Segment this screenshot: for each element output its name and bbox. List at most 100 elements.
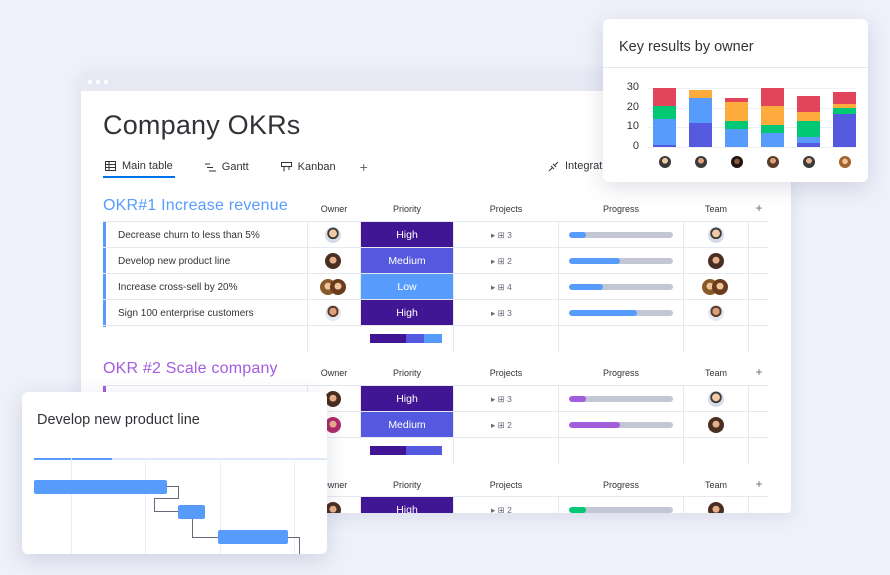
priority-summary-bar[interactable]	[370, 446, 442, 455]
owner-avatar[interactable]	[325, 305, 341, 321]
priority-status[interactable]: High	[361, 386, 453, 412]
bar-segment	[797, 111, 820, 122]
column-owner[interactable]: Owner	[320, 480, 348, 490]
team-avatar[interactable]	[708, 253, 724, 269]
owner-avatar[interactable]	[839, 156, 851, 168]
owner-avatar[interactable]	[325, 391, 341, 407]
column-projects[interactable]: Projects	[489, 480, 523, 490]
team-avatar[interactable]	[708, 227, 724, 243]
owner-avatar[interactable]	[659, 156, 671, 168]
cell-divider	[453, 386, 454, 413]
group-title[interactable]: OKR#1 Increase revenue	[103, 197, 288, 214]
priority-status[interactable]: High	[361, 497, 453, 513]
tab-kanban[interactable]: Kanban	[279, 156, 338, 178]
column-team[interactable]: Team	[704, 204, 728, 214]
projects-count[interactable]: ▸ ⊞ 4	[491, 282, 512, 292]
add-view-button[interactable]: +	[359, 159, 368, 175]
priority-status[interactable]: Medium	[361, 248, 453, 274]
group-title[interactable]: OKR #2 Scale company	[103, 360, 278, 377]
projects-value: 3	[507, 394, 512, 404]
integrate-button[interactable]: Integrat	[548, 160, 602, 172]
bar-segment	[689, 123, 712, 147]
column-priority[interactable]: Priority	[392, 204, 422, 214]
timeline-thumb[interactable]	[34, 458, 112, 460]
cell-divider	[748, 497, 749, 513]
group-color-bar	[103, 274, 106, 301]
projects-count[interactable]: ▸ ⊞ 3	[491, 394, 512, 404]
cell-divider	[683, 386, 684, 413]
table-row[interactable]: Increase cross-sell by 20% Low ▸ ⊞ 4	[103, 273, 768, 301]
column-priority[interactable]: Priority	[392, 368, 422, 378]
owner-avatar[interactable]	[325, 253, 341, 269]
tab-gantt[interactable]: Gantt	[203, 156, 251, 178]
add-column-button[interactable]: +	[755, 201, 763, 215]
owner-avatar[interactable]	[325, 417, 341, 433]
owner-avatar-group[interactable]	[320, 279, 346, 295]
cell-divider	[453, 248, 454, 275]
item-name[interactable]: Increase cross-sell by 20%	[118, 282, 238, 293]
priority-status[interactable]: Medium	[361, 412, 453, 438]
owner-avatar[interactable]	[695, 156, 707, 168]
table-row[interactable]: Medium ▸ ⊞ 2	[103, 411, 768, 439]
column-progress[interactable]: Progress	[602, 480, 640, 490]
owner-avatar[interactable]	[767, 156, 779, 168]
table-row[interactable]: High ▸ ⊞ 3	[103, 385, 768, 413]
tab-main-table[interactable]: Main table	[103, 156, 175, 178]
window-dot[interactable]	[104, 79, 108, 84]
column-priority[interactable]: Priority	[392, 480, 422, 490]
table-row[interactable]: Sign 100 enterprise customers High ▸ ⊞ 3	[103, 299, 768, 327]
cell-divider	[360, 274, 361, 301]
cell-divider	[748, 326, 749, 353]
gantt-task-bar[interactable]	[178, 505, 205, 519]
team-avatar-group[interactable]	[702, 279, 728, 295]
key-results-widget[interactable]: Key results by owner 30 20 10 0	[603, 19, 868, 182]
team-avatar[interactable]	[708, 305, 724, 321]
gantt-widget[interactable]: Develop new product line	[22, 392, 327, 554]
cell-divider	[360, 248, 361, 275]
team-avatar[interactable]	[708, 391, 724, 407]
priority-summary-bar[interactable]	[370, 334, 442, 343]
gantt-task-bar[interactable]	[34, 480, 167, 494]
column-team[interactable]: Team	[704, 480, 728, 490]
column-progress[interactable]: Progress	[602, 368, 640, 378]
column-projects[interactable]: Projects	[489, 368, 523, 378]
priority-status[interactable]: High	[361, 300, 453, 326]
owner-avatar[interactable]	[325, 227, 341, 243]
priority-status[interactable]: Low	[361, 274, 453, 300]
column-team[interactable]: Team	[704, 368, 728, 378]
column-projects[interactable]: Projects	[489, 204, 523, 214]
add-column-button[interactable]: +	[755, 365, 763, 379]
window-dot[interactable]	[96, 79, 100, 84]
column-progress[interactable]: Progress	[602, 204, 640, 214]
item-name[interactable]: Decrease churn to less than 5%	[118, 230, 260, 241]
column-owner[interactable]: Owner	[320, 204, 348, 214]
projects-value: 3	[507, 230, 512, 240]
projects-count[interactable]: ▸ ⊞ 2	[491, 420, 512, 430]
add-column-button[interactable]: +	[755, 477, 763, 491]
item-name[interactable]: Develop new product line	[118, 256, 231, 267]
gantt-task-bar[interactable]	[218, 530, 288, 544]
bar-segment	[653, 145, 676, 147]
team-avatar[interactable]	[708, 417, 724, 433]
bar-segment	[833, 103, 856, 108]
table-row[interactable]: High ▸ ⊞ 2	[103, 496, 768, 513]
cell-divider	[558, 386, 559, 413]
projects-count[interactable]: ▸ ⊞ 2	[491, 505, 512, 513]
projects-count[interactable]: ▸ ⊞ 3	[491, 230, 512, 240]
owner-avatar[interactable]	[803, 156, 815, 168]
projects-count[interactable]: ▸ ⊞ 3	[491, 308, 512, 318]
window-dot[interactable]	[88, 79, 92, 84]
column-owner[interactable]: Owner	[320, 368, 348, 378]
projects-count[interactable]: ▸ ⊞ 2	[491, 256, 512, 266]
timeline-scrollbar[interactable]	[34, 458, 327, 460]
team-avatar[interactable]	[708, 502, 724, 513]
table-row[interactable]: Develop new product line Medium ▸ ⊞ 2	[103, 247, 768, 275]
page-title: Company OKRs	[103, 110, 301, 140]
cell-divider	[683, 326, 684, 353]
table-row[interactable]: Decrease churn to less than 5% High ▸ ⊞ …	[103, 221, 768, 249]
item-name[interactable]: Sign 100 enterprise customers	[118, 308, 254, 319]
priority-status[interactable]: High	[361, 222, 453, 248]
owner-avatar[interactable]	[325, 502, 341, 513]
subitems-icon: ⊞	[497, 394, 505, 404]
owner-avatar[interactable]	[731, 156, 743, 168]
